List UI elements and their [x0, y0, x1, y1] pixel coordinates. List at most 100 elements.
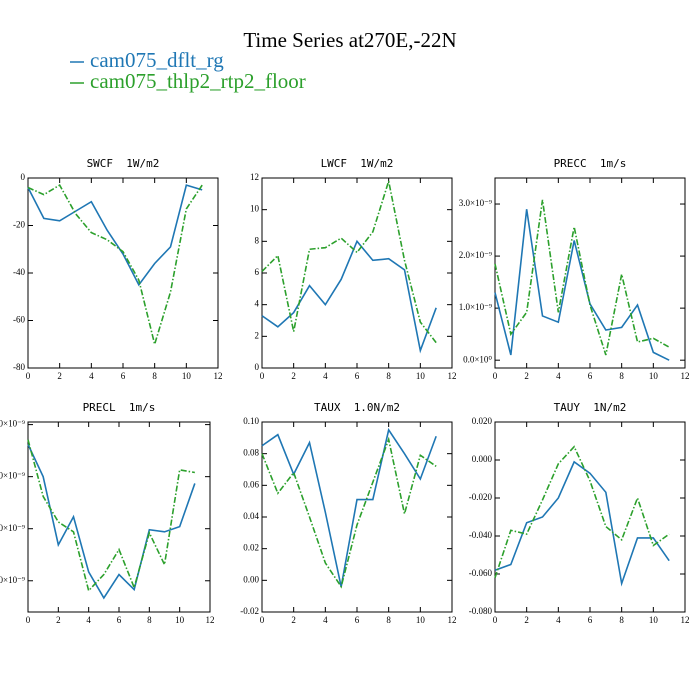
x-tick-label: 2 [291, 615, 296, 625]
y-tick-label: 4 [255, 299, 260, 309]
y-tick-label: -0.080 [469, 606, 493, 616]
x-tick-label: 12 [448, 371, 457, 381]
y-tick-label: 0.0×10⁰ [463, 354, 492, 364]
x-tick-label: 2 [524, 371, 529, 381]
y-tick-label: 1.0×10⁻⁹ [459, 302, 492, 312]
x-tick-label: 10 [649, 371, 659, 381]
series-line [261, 239, 437, 354]
y-tick-label: 0.06 [243, 479, 259, 489]
x-tick-label: 10 [649, 615, 659, 625]
x-tick-label: 8 [619, 615, 624, 625]
y-tick-label: 0.08 [243, 448, 259, 458]
y-tick-label: -0.040 [469, 530, 493, 540]
panel-title: SWCF 1W/m2 [87, 157, 160, 170]
y-tick-label: 4.0×10⁻⁹ [0, 419, 25, 429]
x-tick-label: 2 [291, 371, 296, 381]
y-tick-label: 0.04 [243, 511, 259, 521]
y-tick-label: 0.02 [243, 543, 259, 553]
x-tick-label: 8 [386, 371, 391, 381]
series-line [27, 184, 203, 287]
y-tick-label: -20 [13, 220, 25, 230]
series-line [261, 436, 437, 589]
x-tick-label: 4 [86, 615, 91, 625]
y-tick-label: 1.0×10⁻⁹ [0, 575, 25, 585]
y-tick-label: -0.020 [469, 492, 493, 502]
x-tick-label: 6 [588, 371, 593, 381]
y-tick-label: -0.02 [240, 606, 259, 616]
plot-frame [494, 421, 686, 613]
panel-title: PRECC 1m/s [554, 157, 627, 170]
series-line [494, 460, 670, 587]
series-line [494, 445, 670, 579]
x-tick-label: 12 [681, 371, 690, 381]
y-tick-label: 8 [255, 235, 260, 245]
x-tick-label: 12 [206, 615, 215, 625]
series-line [27, 444, 196, 600]
x-tick-label: 4 [556, 615, 561, 625]
x-tick-label: 4 [323, 371, 328, 381]
x-tick-label: 0 [260, 615, 265, 625]
x-tick-label: 2 [57, 371, 62, 381]
y-tick-label: -60 [13, 315, 25, 325]
x-tick-label: 4 [556, 371, 561, 381]
panel-title: PRECL 1m/s [83, 401, 156, 414]
series-line [261, 427, 437, 587]
series-line [494, 199, 670, 356]
x-tick-label: 8 [147, 615, 152, 625]
x-tick-label: 0 [493, 371, 498, 381]
y-tick-label: 0.000 [472, 454, 493, 464]
y-tick-label: 0.10 [243, 416, 259, 426]
x-tick-label: 10 [175, 615, 185, 625]
x-tick-label: 12 [448, 615, 457, 625]
y-tick-label: 2.0×10⁻⁹ [459, 250, 492, 260]
x-tick-label: 2 [56, 615, 61, 625]
y-tick-label: 0.020 [472, 416, 493, 426]
y-tick-label: -80 [13, 362, 25, 372]
x-tick-label: 6 [588, 615, 593, 625]
y-tick-label: 0 [255, 362, 260, 372]
x-tick-label: 0 [260, 371, 265, 381]
y-tick-label: 10 [250, 204, 260, 214]
x-tick-label: 12 [681, 615, 690, 625]
legend-label: cam075_dflt_rg [90, 48, 224, 72]
x-tick-label: 12 [214, 371, 223, 381]
x-tick-label: 10 [416, 371, 426, 381]
x-tick-label: 0 [26, 371, 31, 381]
y-tick-label: 2 [255, 330, 260, 340]
y-tick-label: 12 [250, 172, 259, 182]
y-tick-label: 0 [21, 172, 26, 182]
series-line [27, 439, 195, 593]
x-tick-label: 6 [355, 371, 360, 381]
panel-title: TAUY 1N/m2 [554, 401, 627, 414]
y-tick-label: -40 [13, 267, 25, 277]
x-tick-label: 8 [386, 615, 391, 625]
y-tick-label: 2.0×10⁻⁹ [0, 523, 25, 533]
x-tick-label: 8 [619, 371, 624, 381]
x-tick-label: 0 [26, 615, 31, 625]
x-tick-label: 10 [182, 371, 192, 381]
figure-title: Time Series at270E,-22N [243, 28, 456, 52]
y-tick-label: 3.0×10⁻⁹ [0, 471, 25, 481]
y-tick-label: 6 [255, 267, 260, 277]
x-tick-label: 0 [493, 615, 498, 625]
panel-title: LWCF 1W/m2 [321, 157, 394, 170]
y-tick-label: -0.060 [469, 568, 493, 578]
x-tick-label: 6 [117, 615, 122, 625]
plot-frame [27, 177, 219, 369]
x-tick-label: 6 [355, 615, 360, 625]
x-tick-label: 8 [152, 371, 157, 381]
series-line [494, 209, 670, 361]
panel-title: TAUX 1.0N/m2 [314, 401, 400, 414]
x-tick-label: 4 [89, 371, 94, 381]
x-tick-label: 6 [121, 371, 126, 381]
y-tick-label: 3.0×10⁻⁹ [459, 198, 492, 208]
x-tick-label: 4 [323, 615, 328, 625]
series-line [27, 184, 203, 348]
plot-frame [261, 421, 453, 613]
y-tick-label: 0.00 [243, 574, 259, 584]
x-tick-label: 2 [524, 615, 529, 625]
legend-label: cam075_thlp2_rtp2_floor [90, 69, 306, 93]
x-tick-label: 10 [416, 615, 426, 625]
plot-frame [261, 177, 453, 369]
